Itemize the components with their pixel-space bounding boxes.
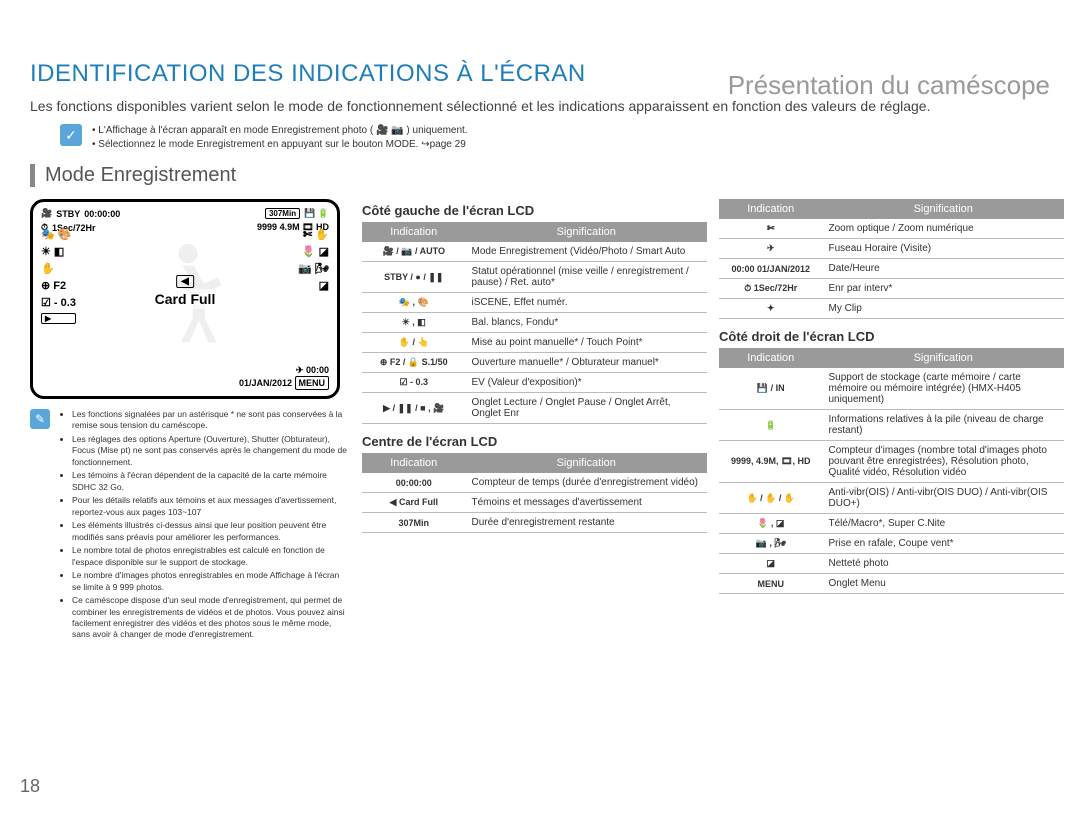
table-row: 🎥 / 📷 / AUTOMode Enregistrement (Vidéo/P… [362, 242, 707, 262]
table-row: ☀ , ◧Bal. blancs, Fondu* [362, 313, 707, 333]
table-row: ◪Netteté photo [719, 554, 1064, 574]
table-row: 📷 , 🌬Prise en rafale, Coupe vent* [719, 534, 1064, 554]
table-left-lcd: IndicationSignification 🎥 / 📷 / AUTOMode… [362, 222, 707, 424]
note-item: Le nombre d'images photos enregistrables… [72, 570, 350, 593]
right-lcd-title: Côté droit de l'écran LCD [719, 329, 1064, 344]
table-row: 🌷 , ◪Télé/Macro*, Super C.Nite [719, 514, 1064, 534]
note-item: Les éléments illustrés ci-dessus ainsi q… [72, 520, 350, 543]
card-full-warning: Card Full [149, 289, 222, 309]
note-item: Les témoins à l'écran dépendent de la ca… [72, 470, 350, 493]
table-center-lcd: IndicationSignification 00:00:00Compteur… [362, 453, 707, 533]
info-box: ✓ • L'Affichage à l'écran apparaît en mo… [60, 124, 1050, 152]
table-row: ✈Fuseau Horaire (Visite) [719, 239, 1064, 259]
table-right-lcd: IndicationSignification 💾 / INSupport de… [719, 348, 1064, 594]
table-row: 🎭 , 🎨iSCENE, Effet numér. [362, 293, 707, 313]
note-item: Ce caméscope dispose d'un seul mode d'en… [72, 595, 350, 641]
table-row: MENUOnglet Menu [719, 574, 1064, 594]
note-item: Le nombre total de photos enregistrables… [72, 545, 350, 568]
note-item: Les fonctions signalées par un astérisqu… [72, 409, 350, 432]
center-lcd-title: Centre de l'écran LCD [362, 434, 707, 449]
table-row: 00:00:00Compteur de temps (durée d'enreg… [362, 473, 707, 493]
note-item: Les réglages des options Aperture (Ouver… [72, 434, 350, 468]
table-row: 💾 / INSupport de stockage (carte mémoire… [719, 368, 1064, 410]
info-line-1: L'Affichage à l'écran apparaît en mode E… [98, 125, 467, 136]
section-header: Présentation du caméscope [728, 70, 1050, 101]
note-icon: ✎ [30, 409, 50, 429]
note-item: Pour les détails relatifs aux témoins et… [72, 495, 350, 518]
mode-title: Mode Enregistrement [30, 164, 1050, 187]
page-number: 18 [20, 776, 40, 797]
table-row: ✋ / ✋ / ✋Anti-vibr(OIS) / Anti-vibr(OIS … [719, 483, 1064, 514]
table-row: ✦My Clip [719, 299, 1064, 319]
info-line-2: Sélectionnez le mode Enregistrement en a… [98, 139, 466, 150]
lcd-diagram: 🎥 STBY 00:00:00 307Min 💾 🔋 ⏱1Sec/72Hr999… [30, 199, 340, 399]
table-row: ✄Zoom optique / Zoom numérique [719, 219, 1064, 239]
table-row: ▶ / ❚❚ / ■ , 🎥Onglet Lecture / Onglet Pa… [362, 393, 707, 424]
table-row: 00:00 01/JAN/2012Date/Heure [719, 259, 1064, 279]
notes-box: ✎ Les fonctions signalées par un astéris… [30, 409, 350, 643]
table-row: 307MinDurée d'enregistrement restante [362, 513, 707, 533]
table-row: ◀ Card FullTémoins et messages d'avertis… [362, 493, 707, 513]
table-row: 9999, 4.9M, 🎞, HDCompteur d'images (nomb… [719, 441, 1064, 483]
table-row: ⏱ 1Sec/72HrEnr par interv* [719, 279, 1064, 299]
table-row: ✋ / 👆Mise au point manuelle* / Touch Poi… [362, 333, 707, 353]
check-icon: ✓ [60, 124, 82, 146]
table-row: ☑ - 0.3EV (Valeur d'exposition)* [362, 373, 707, 393]
table-row: ⊕ F2 / 🔒 S.1/50Ouverture manuelle* / Obt… [362, 353, 707, 373]
table-row: STBY / ● / ❚❚Statut opérationnel (mise v… [362, 262, 707, 293]
table-row: 🔋Informations relatives à la pile (nivea… [719, 410, 1064, 441]
left-lcd-title: Côté gauche de l'écran LCD [362, 203, 707, 218]
table-top-right: IndicationSignification ✄Zoom optique / … [719, 199, 1064, 319]
